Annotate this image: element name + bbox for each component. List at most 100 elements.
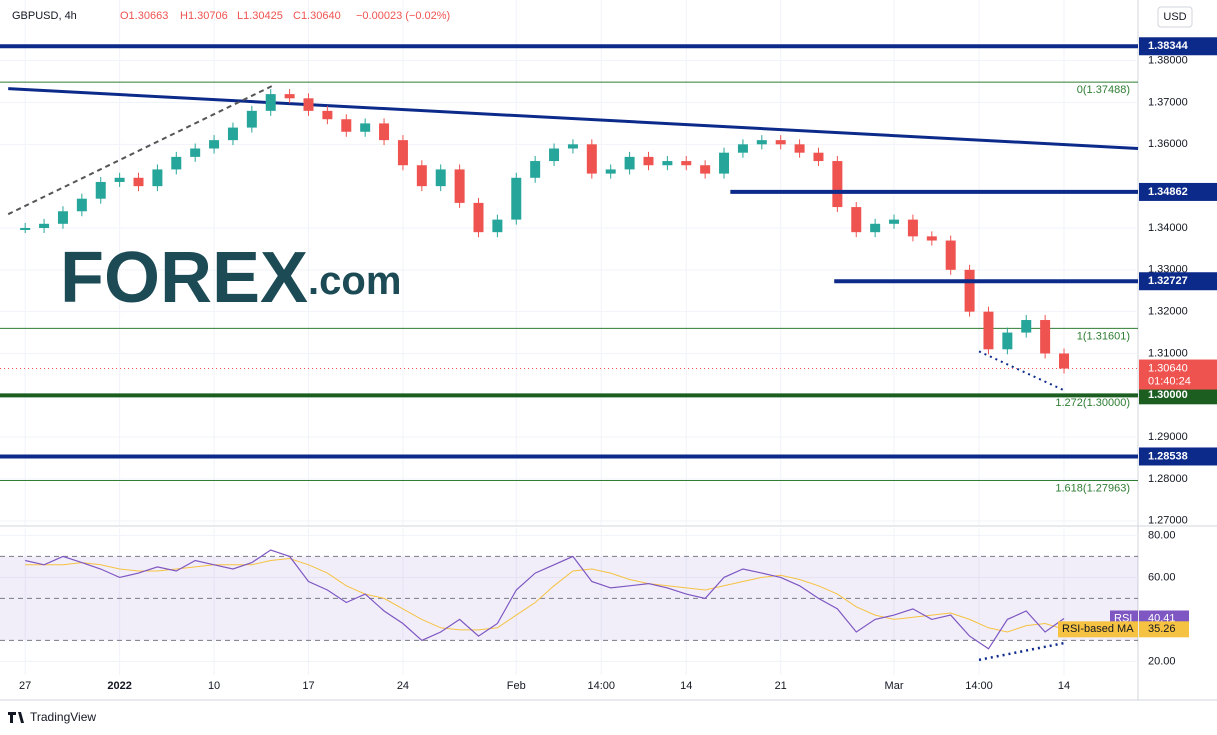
x-tick-label: 14:00 (588, 680, 616, 692)
candle (511, 177, 522, 220)
candle (643, 156, 654, 166)
candle (719, 152, 730, 174)
candle (379, 123, 390, 141)
ohlc-high: H1.30706 (180, 10, 228, 22)
candle (435, 169, 446, 187)
candle (737, 144, 748, 153)
value-box (1139, 621, 1189, 638)
y-tick-label: 60.00 (1148, 571, 1176, 583)
level-label-box (1139, 37, 1217, 56)
logo: FOREX.com (60, 238, 401, 318)
candle (246, 110, 257, 128)
candle (1021, 320, 1032, 333)
level-label-box (1139, 272, 1217, 291)
level-label: 1.30000 (1148, 389, 1188, 401)
candle (851, 207, 862, 233)
last-price-label: 1.30640 (1148, 362, 1188, 374)
candle (681, 161, 692, 166)
candle (473, 202, 484, 233)
y-tick-label: 1.34000 (1148, 222, 1188, 234)
candle (889, 219, 900, 224)
x-tick-label: 14:00 (965, 680, 993, 692)
candle (360, 123, 371, 132)
candle (57, 211, 68, 224)
tradingview-icon (8, 712, 24, 723)
ohlc-low: L1.30425 (237, 10, 283, 22)
fib-label: 0(1.37488) (1077, 84, 1130, 96)
candle (190, 148, 201, 157)
candle (870, 223, 881, 233)
x-tick-label: 2022 (107, 680, 131, 692)
x-tick-label: 14 (680, 680, 692, 692)
x-tick-label: 27 (19, 680, 31, 692)
y-tick-label: 1.32000 (1148, 306, 1188, 318)
y-tick-label: 20.00 (1148, 655, 1176, 667)
candle (549, 148, 560, 162)
candle (265, 94, 276, 111)
x-tick-label: 24 (397, 680, 409, 692)
candle (284, 94, 295, 99)
candle (605, 169, 616, 174)
candle (133, 177, 144, 187)
trendline (7, 83, 276, 216)
rsi-line (25, 549, 1065, 650)
candle (832, 161, 843, 208)
candle (813, 152, 824, 162)
level-label-box (1139, 447, 1217, 466)
currency-box[interactable] (1157, 6, 1193, 28)
x-tick-label: 10 (208, 680, 220, 692)
candle (662, 161, 673, 166)
candle (1002, 332, 1013, 350)
y-tick-label: 1.28000 (1148, 473, 1188, 485)
candle (700, 165, 711, 174)
candle (95, 181, 106, 199)
candle (756, 140, 767, 145)
candle (227, 127, 238, 141)
countdown: 01:40:24 (1148, 375, 1191, 387)
candle (171, 156, 182, 170)
legend-box (1058, 621, 1138, 638)
candle (76, 198, 87, 212)
candle (114, 177, 125, 182)
candle (907, 219, 918, 237)
ohlc-change: −0.00023 (−0.02%) (356, 10, 450, 22)
x-tick-label: Feb (507, 680, 526, 692)
candle (416, 165, 427, 187)
x-tick-label: Mar (885, 680, 904, 692)
candle (624, 156, 635, 170)
candle (20, 227, 31, 230)
symbol: GBPUSD, 4h (12, 10, 77, 22)
value-label: 35.26 (1148, 623, 1176, 635)
y-tick-label: 1.37000 (1148, 96, 1188, 108)
last-price-box (1139, 359, 1217, 390)
fib-label: 1.272(1.30000) (1055, 397, 1130, 409)
candle (341, 119, 352, 132)
level-label: 1.34862 (1148, 186, 1188, 198)
candle (322, 110, 333, 120)
candle (1040, 320, 1051, 354)
candle (586, 144, 597, 174)
level-label-box (1139, 386, 1217, 405)
candle (152, 169, 163, 187)
candle (983, 311, 994, 350)
legend-entry: RSI-based MA (1062, 623, 1134, 635)
candle (454, 169, 465, 203)
fib-label: 1.618(1.27963) (1055, 482, 1130, 494)
ohlc-open: O1.30663 (120, 10, 168, 22)
candle (567, 144, 578, 149)
candle (530, 161, 541, 178)
candle (1059, 353, 1070, 369)
x-tick-label: 17 (302, 680, 314, 692)
level-label: 1.28538 (1148, 450, 1188, 462)
currency[interactable]: USD (1163, 11, 1186, 23)
footer: TradingView (30, 710, 96, 724)
x-tick-label: 14 (1058, 680, 1070, 692)
logo-suffix: .com (308, 259, 401, 303)
candle (926, 236, 937, 241)
y-tick-label: 1.38000 (1148, 55, 1188, 67)
candle (397, 140, 408, 166)
candle (39, 223, 50, 228)
y-tick-label: 1.31000 (1148, 347, 1188, 359)
